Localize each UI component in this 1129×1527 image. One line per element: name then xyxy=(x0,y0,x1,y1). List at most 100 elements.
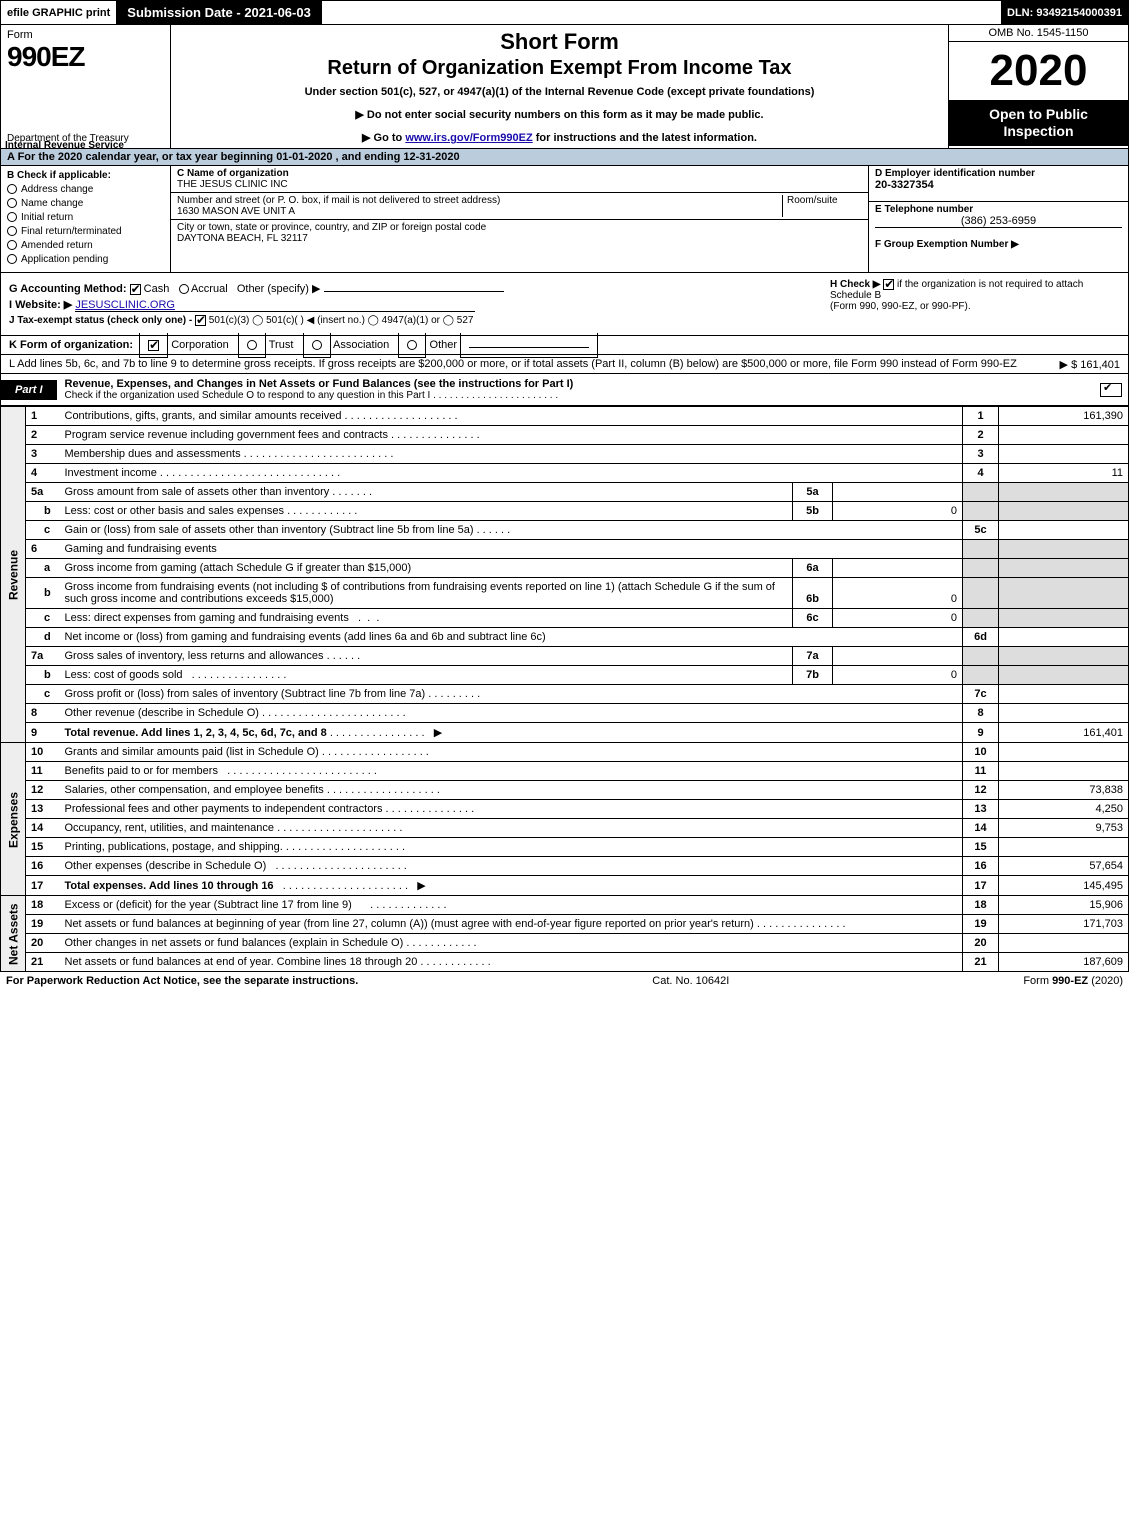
part-i-check[interactable] xyxy=(1100,383,1122,397)
footer-mid: Cat. No. 10642I xyxy=(652,975,729,987)
efile-label[interactable]: efile GRAPHIC print xyxy=(1,1,117,24)
amt-15 xyxy=(999,838,1129,857)
group-exemption: F Group Exemption Number ▶ xyxy=(869,237,1128,272)
header-left: Form 990EZ Department of the Treasury xyxy=(1,25,171,148)
amt-11 xyxy=(999,762,1129,781)
header-middle: Short Form Return of Organization Exempt… xyxy=(171,25,948,148)
part-i-header: Part I Revenue, Expenses, and Changes in… xyxy=(0,374,1129,406)
goto-line: ▶ Go to www.irs.gov/Form990EZ for instru… xyxy=(179,131,940,144)
amt-5b: 0 xyxy=(833,502,963,521)
header-right: OMB No. 1545-1150 2020 Open to Public In… xyxy=(948,25,1128,148)
amt-21: 187,609 xyxy=(999,953,1129,972)
amt-8 xyxy=(999,704,1129,723)
chk-other[interactable] xyxy=(407,340,417,350)
chk-association[interactable] xyxy=(312,340,322,350)
line-k: K Form of organization: Corporation Trus… xyxy=(0,336,1129,355)
addr-label: Number and street (or P. O. box, if mail… xyxy=(177,195,500,206)
amt-12: 73,838 xyxy=(999,781,1129,800)
chk-501c3[interactable] xyxy=(195,315,206,326)
amt-10 xyxy=(999,743,1129,762)
ein-value: 20-3327354 xyxy=(875,179,934,191)
title-return: Return of Organization Exempt From Incom… xyxy=(179,57,940,80)
footer-right: Form 990-EZ (2020) xyxy=(1023,975,1123,987)
city-label: City or town, state or province, country… xyxy=(177,222,486,233)
line-l: L Add lines 5b, 6c, and 7b to line 9 to … xyxy=(0,355,1129,374)
chk-h[interactable] xyxy=(883,279,894,290)
chk-initial-return[interactable]: Initial return xyxy=(7,212,164,223)
form-word: Form xyxy=(7,29,164,41)
amt-5c xyxy=(999,521,1129,540)
amt-6d xyxy=(999,628,1129,647)
room-suite: Room/suite xyxy=(782,195,862,217)
city-row: City or town, state or province, country… xyxy=(171,220,868,246)
page-footer: For Paperwork Reduction Act Notice, see … xyxy=(0,972,1129,990)
addr-row: Number and street (or P. O. box, if mail… xyxy=(171,193,868,220)
amt-2 xyxy=(999,426,1129,445)
amt-6a xyxy=(833,559,963,578)
chk-trust[interactable] xyxy=(247,340,257,350)
ghij-block: G Accounting Method: Cash Accrual Other … xyxy=(0,273,1129,336)
amt-1: 161,390 xyxy=(999,407,1129,426)
line-h: H Check ▶ if the organization is not req… xyxy=(820,279,1120,329)
amt-16: 57,654 xyxy=(999,857,1129,876)
chk-name-change[interactable]: Name change xyxy=(7,198,164,209)
ein-label: D Employer identification number 20-3327… xyxy=(869,166,1128,202)
chk-cash[interactable] xyxy=(130,284,141,295)
addr-val: 1630 MASON AVE UNIT A xyxy=(177,206,295,217)
title-shortform: Short Form xyxy=(179,29,940,55)
amt-3 xyxy=(999,445,1129,464)
part-i-tab: Part I xyxy=(1,380,57,400)
chk-amended-return[interactable]: Amended return xyxy=(7,240,164,251)
revenue-side-label: Revenue xyxy=(1,407,26,743)
chk-corporation[interactable] xyxy=(148,340,159,351)
amt-4: 11 xyxy=(999,464,1129,483)
tel-label: E Telephone number xyxy=(875,204,973,215)
section-b-checks: B Check if applicable: Address change Na… xyxy=(1,166,171,272)
no-ssn-line: ▶ Do not enter social security numbers o… xyxy=(179,108,940,121)
entity-right: D Employer identification number 20-3327… xyxy=(868,166,1128,272)
tax-year: 2020 xyxy=(949,42,1128,100)
form-header: Form 990EZ Department of the Treasury Sh… xyxy=(0,25,1129,149)
website-link[interactable]: JESUSCLINIC.ORG xyxy=(75,299,475,312)
line-l-amt: ▶ $ 161,401 xyxy=(1060,358,1120,371)
tel-block: E Telephone number (386) 253-6959 xyxy=(869,202,1128,237)
form-number: 990EZ xyxy=(7,41,164,73)
goto-pre: ▶ Go to xyxy=(362,132,405,144)
amt-5a xyxy=(833,483,963,502)
amt-7b: 0 xyxy=(833,666,963,685)
entity-block: B Check if applicable: Address change Na… xyxy=(0,166,1129,273)
chk-application-pending[interactable]: Application pending xyxy=(7,254,164,265)
entity-mid: C Name of organization THE JESUS CLINIC … xyxy=(171,166,868,272)
top-bar: efile GRAPHIC print Submission Date - 20… xyxy=(0,0,1129,25)
org-name-row: C Name of organization THE JESUS CLINIC … xyxy=(171,166,868,193)
tel-value: (386) 253-6959 xyxy=(875,215,1122,228)
k-other-input[interactable] xyxy=(469,347,589,348)
line-j: J Tax-exempt status (check only one) - 5… xyxy=(9,315,820,326)
line-g: G Accounting Method: Cash Accrual Other … xyxy=(9,282,820,295)
irs-overlay: Internal Revenue Service xyxy=(5,141,124,151)
line-i: I Website: ▶ JESUSCLINIC.ORG xyxy=(9,298,820,312)
topbar-spacer xyxy=(322,1,1001,24)
netassets-side-label: Net Assets xyxy=(1,896,26,972)
city-val: DAYTONA BEACH, FL 32117 xyxy=(177,233,308,244)
amt-17: 145,495 xyxy=(999,876,1129,896)
goto-link[interactable]: www.irs.gov/Form990EZ xyxy=(405,132,532,144)
footer-left: For Paperwork Reduction Act Notice, see … xyxy=(6,975,358,987)
row-a-text: A For the 2020 calendar year, or tax yea… xyxy=(7,151,460,163)
chk-final-return[interactable]: Final return/terminated xyxy=(7,226,164,237)
part-i-table: Revenue 1 Contributions, gifts, grants, … xyxy=(0,406,1129,972)
subtitle-under: Under section 501(c), 527, or 4947(a)(1)… xyxy=(179,86,940,98)
omb-number: OMB No. 1545-1150 xyxy=(949,25,1128,42)
open-to-public: Open to Public Inspection xyxy=(949,100,1128,146)
amt-19: 171,703 xyxy=(999,915,1129,934)
g-other-input[interactable] xyxy=(324,291,504,292)
part-i-title: Revenue, Expenses, and Changes in Net As… xyxy=(57,374,1100,405)
chk-accrual[interactable] xyxy=(179,284,189,294)
chk-address-change[interactable]: Address change xyxy=(7,184,164,195)
b-label: B Check if applicable: xyxy=(7,170,164,181)
amt-13: 4,250 xyxy=(999,800,1129,819)
c-label: C Name of organization xyxy=(177,168,289,179)
amt-20 xyxy=(999,934,1129,953)
amt-7a xyxy=(833,647,963,666)
amt-14: 9,753 xyxy=(999,819,1129,838)
